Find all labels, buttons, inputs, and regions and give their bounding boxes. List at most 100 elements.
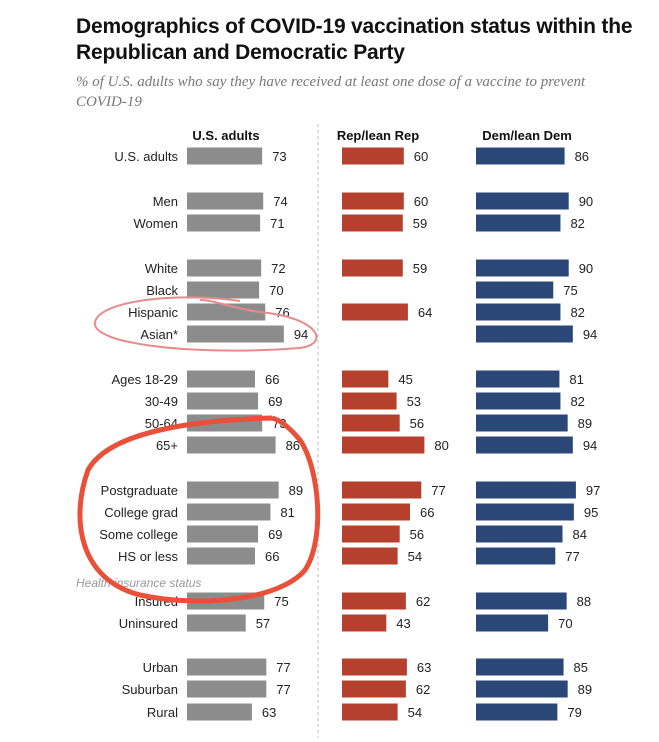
value-label-rep: 62 — [416, 682, 430, 697]
bar-rep — [342, 436, 425, 454]
bar-dem — [476, 325, 573, 343]
value-label-dem: 85 — [574, 660, 588, 675]
bar-us — [187, 547, 255, 565]
row-label: Women — [133, 216, 178, 231]
bar-us — [187, 392, 259, 410]
value-label-rep: 64 — [418, 305, 432, 320]
value-label-dem: 77 — [565, 549, 579, 564]
row-label: Black — [146, 283, 178, 298]
row-label: Postgraduate — [101, 483, 178, 498]
row-u-s-adults: U.S. adults 73 60 86 — [114, 147, 589, 165]
value-label-us: 89 — [289, 483, 303, 498]
row-label: Rural — [147, 705, 178, 720]
row-white: White 72 59 90 — [145, 259, 593, 277]
value-label-rep: 43 — [396, 616, 410, 631]
value-label-us: 77 — [276, 682, 290, 697]
value-label-dem: 90 — [579, 194, 593, 209]
row-hispanic: Hispanic 76 64 82 — [128, 303, 585, 321]
value-label-dem: 94 — [583, 438, 597, 453]
row-label: Men — [153, 194, 178, 209]
value-label-us: 69 — [268, 527, 282, 542]
bar-us — [187, 370, 255, 388]
bar-dem — [476, 414, 568, 432]
row-30-49: 30-49 69 53 82 — [145, 392, 585, 410]
value-label-us: 72 — [271, 261, 285, 276]
bar-dem — [476, 392, 561, 410]
bar-dem — [476, 547, 556, 565]
value-label-dem: 89 — [578, 416, 592, 431]
value-label-us: 63 — [262, 705, 276, 720]
value-label-rep: 62 — [416, 594, 430, 609]
bar-rep — [342, 503, 410, 521]
bar-us — [187, 281, 260, 299]
row-uninsured: Uninsured 57 43 70 — [119, 614, 573, 632]
value-label-rep: 59 — [413, 216, 427, 231]
value-label-dem: 82 — [570, 394, 584, 409]
bar-dem — [476, 703, 558, 721]
value-label-us: 66 — [265, 372, 279, 387]
row-label: College grad — [104, 505, 178, 520]
row-women: Women 71 59 82 — [133, 214, 585, 232]
value-label-rep: 63 — [417, 660, 431, 675]
chart-title: Demographics of COVID-19 vaccination sta… — [76, 15, 633, 64]
bar-rep — [342, 259, 403, 277]
value-label-dem: 81 — [569, 372, 583, 387]
row-postgraduate: Postgraduate 89 77 97 — [101, 481, 600, 499]
bar-rep — [342, 214, 403, 232]
red-annotation-circle — [77, 415, 321, 604]
value-label-rep: 53 — [407, 394, 421, 409]
bar-dem — [476, 525, 563, 543]
bar-us — [187, 325, 284, 343]
value-label-rep: 59 — [413, 261, 427, 276]
panel-header-rep: Rep/lean Rep — [337, 128, 419, 143]
value-label-dem: 82 — [570, 216, 584, 231]
panel-header-dem: Dem/lean Dem — [482, 128, 572, 143]
bar-dem — [476, 680, 568, 698]
bar-rep — [342, 392, 397, 410]
bar-rep — [342, 414, 400, 432]
row-label: Urban — [143, 660, 178, 675]
value-label-us: 81 — [280, 505, 294, 520]
bar-us — [187, 481, 279, 499]
value-label-us: 73 — [272, 149, 286, 164]
panel-header-us: U.S. adults — [192, 128, 259, 143]
bar-dem — [476, 370, 560, 388]
bar-dem — [476, 658, 564, 676]
value-label-us: 71 — [270, 216, 284, 231]
bar-rep — [342, 147, 404, 165]
value-label-dem: 84 — [573, 527, 587, 542]
value-label-dem: 75 — [563, 283, 577, 298]
bar-us — [187, 680, 267, 698]
bar-us — [187, 503, 271, 521]
row-label: Asian* — [140, 327, 178, 342]
value-label-dem: 89 — [578, 682, 592, 697]
value-label-rep: 45 — [398, 372, 412, 387]
value-label-dem: 82 — [570, 305, 584, 320]
bar-rep — [342, 192, 404, 210]
bar-dem — [476, 259, 569, 277]
bar-us — [187, 214, 261, 232]
bar-us — [187, 147, 263, 165]
row-label: Hispanic — [128, 305, 178, 320]
row-suburban: Suburban 77 62 89 — [122, 680, 592, 698]
row-some-college: Some college 69 56 84 — [99, 525, 587, 543]
bar-rep — [342, 481, 422, 499]
value-label-us: 69 — [268, 394, 282, 409]
row-label: 65+ — [156, 438, 178, 453]
value-label-rep: 54 — [408, 705, 422, 720]
bar-rep — [342, 614, 387, 632]
row-65-: 65+ 86 80 94 — [156, 436, 597, 454]
bar-dem — [476, 614, 549, 632]
value-label-us: 86 — [286, 438, 300, 453]
bar-us — [187, 192, 264, 210]
bar-rep — [342, 658, 407, 676]
bar-us — [187, 259, 262, 277]
value-label-dem: 90 — [579, 261, 593, 276]
bar-dem — [476, 436, 573, 454]
value-label-dem: 97 — [586, 483, 600, 498]
bar-rep — [342, 525, 400, 543]
bar-dem — [476, 503, 574, 521]
value-label-rep: 66 — [420, 505, 434, 520]
row-label: Uninsured — [119, 616, 178, 631]
